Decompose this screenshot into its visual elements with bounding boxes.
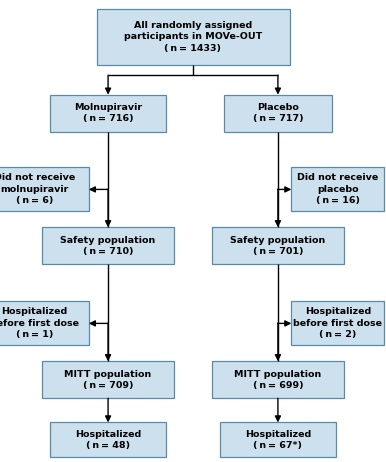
Text: All randomly assigned
participants in MOVe-OUT
( n = 1433): All randomly assigned participants in MO… bbox=[124, 21, 262, 53]
FancyBboxPatch shape bbox=[42, 227, 174, 264]
FancyBboxPatch shape bbox=[220, 422, 336, 457]
FancyBboxPatch shape bbox=[291, 168, 384, 212]
FancyBboxPatch shape bbox=[96, 9, 290, 65]
FancyBboxPatch shape bbox=[50, 95, 166, 132]
Text: Hospitalized
before first dose
( n = 1): Hospitalized before first dose ( n = 1) bbox=[0, 307, 79, 340]
FancyBboxPatch shape bbox=[0, 301, 89, 346]
FancyBboxPatch shape bbox=[0, 168, 89, 212]
FancyBboxPatch shape bbox=[50, 422, 166, 457]
FancyBboxPatch shape bbox=[212, 361, 344, 398]
Text: Molnupiravir
( n = 716): Molnupiravir ( n = 716) bbox=[74, 103, 142, 123]
Text: Hospitalized
before first dose
( n = 2): Hospitalized before first dose ( n = 2) bbox=[293, 307, 382, 340]
FancyBboxPatch shape bbox=[42, 361, 174, 398]
Text: Placebo
( n = 717): Placebo ( n = 717) bbox=[252, 103, 303, 123]
Text: Hospitalized
( n = 67*): Hospitalized ( n = 67*) bbox=[245, 430, 311, 450]
Text: Did not receive
placebo
( n = 16): Did not receive placebo ( n = 16) bbox=[297, 173, 378, 206]
Text: Did not receive
molnupiravir
( n = 6): Did not receive molnupiravir ( n = 6) bbox=[0, 173, 75, 206]
FancyBboxPatch shape bbox=[224, 95, 332, 132]
Text: MITT population
( n = 709): MITT population ( n = 709) bbox=[64, 370, 152, 390]
Text: Safety population
( n = 710): Safety population ( n = 710) bbox=[61, 236, 156, 256]
FancyBboxPatch shape bbox=[291, 301, 384, 346]
Text: MITT population
( n = 699): MITT population ( n = 699) bbox=[234, 370, 322, 390]
Text: Hospitalized
( n = 48): Hospitalized ( n = 48) bbox=[75, 430, 141, 450]
FancyBboxPatch shape bbox=[212, 227, 344, 264]
Text: Safety population
( n = 701): Safety population ( n = 701) bbox=[230, 236, 325, 256]
